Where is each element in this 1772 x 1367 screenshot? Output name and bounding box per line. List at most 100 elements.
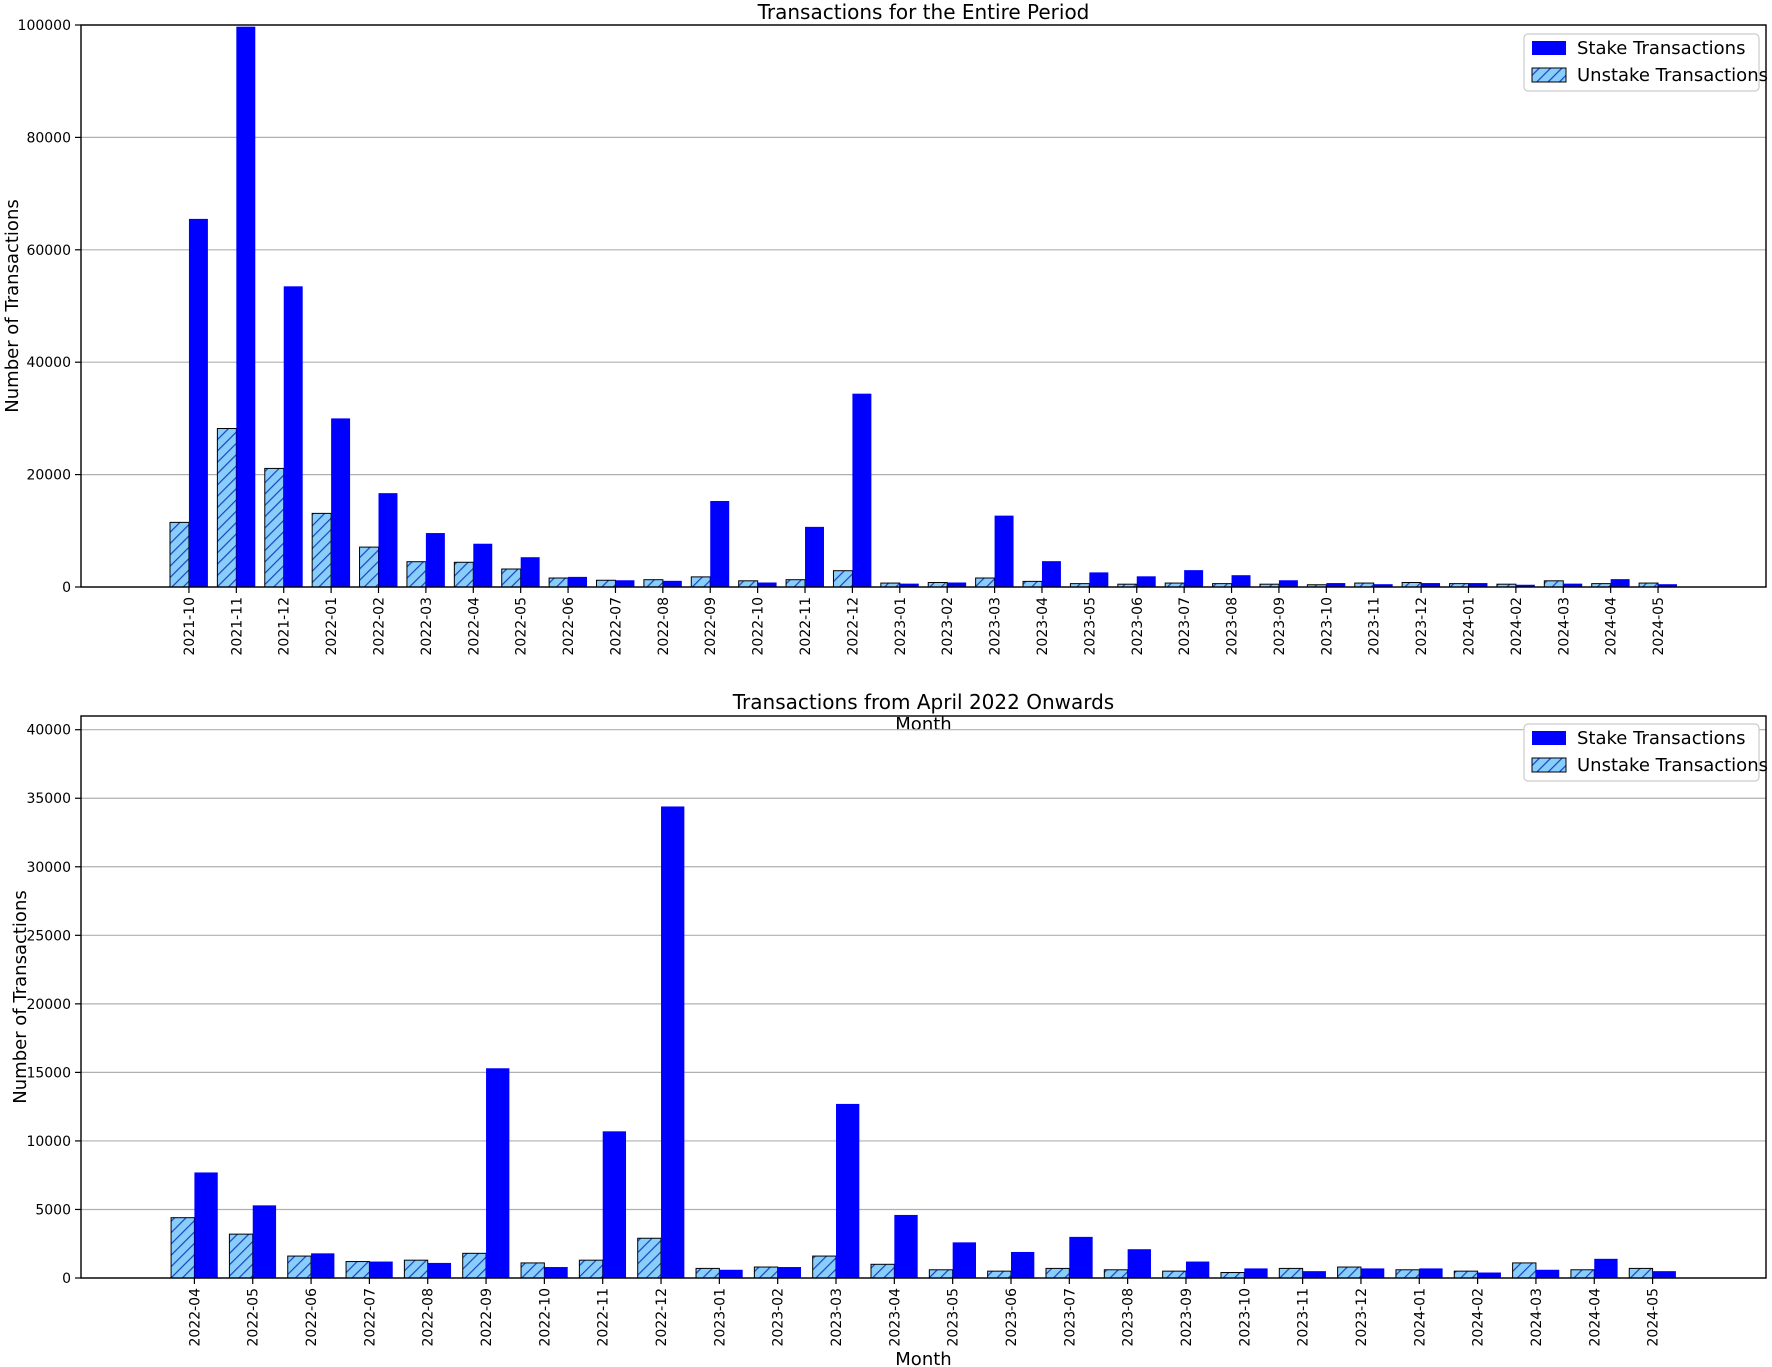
y-tick-label: 20000 — [26, 997, 71, 1013]
unstake-bar — [1162, 1270, 1187, 1279]
x-tick-label: 2022-04 — [466, 597, 482, 656]
plot-frame — [80, 24, 1767, 588]
x-axis-label: Month — [895, 714, 951, 735]
stake-bar — [719, 1269, 743, 1278]
x-tick-label: 2022-11 — [596, 1288, 612, 1347]
unstake-bar — [520, 1262, 545, 1279]
chart-title: Transactions for the Entire Period — [757, 0, 1090, 24]
unstake-bar — [264, 467, 285, 588]
stake-bar — [1184, 570, 1204, 587]
stake-bar — [1127, 1249, 1151, 1278]
y-tick-label: 0 — [62, 1271, 71, 1287]
x-tick-label: 2022-02 — [372, 597, 388, 656]
stake-bar — [486, 1068, 510, 1278]
chart-entire-period: 0 20000 40000 60000 80000 100000 2021-10 2021-1… — [2, 0, 1768, 735]
x-tick-label: 2024-01 — [1461, 597, 1477, 656]
unstake-bar — [453, 561, 474, 588]
x-tick-label: 2023-04 — [887, 1288, 903, 1347]
stake-bar — [1468, 583, 1488, 587]
stake-bar — [378, 493, 398, 587]
x-tick-label: 2023-11 — [1296, 1288, 1312, 1347]
stake-bar — [1610, 579, 1630, 587]
y-tick-label: 60000 — [26, 243, 71, 259]
x-tick-label: 2023-08 — [1121, 1288, 1137, 1347]
unstake-bar — [1103, 1269, 1129, 1279]
x-tick-label: 2023-02 — [940, 597, 956, 656]
unstake-bar — [695, 1267, 720, 1279]
stake-bar — [1373, 584, 1393, 587]
stake-bar — [283, 286, 303, 587]
x-tick-label: 2023-02 — [771, 1288, 787, 1347]
unstake-bar — [975, 577, 996, 588]
unstake-bar — [1543, 580, 1564, 588]
x-tick-label: 2024-04 — [1604, 597, 1620, 656]
stake-bar — [425, 533, 445, 587]
x-tick-label: 2023-01 — [712, 1288, 728, 1347]
unstake-bar — [216, 428, 237, 588]
x-tick-label: 2022-04 — [187, 1288, 203, 1347]
x-tick-label: 2022-08 — [421, 1288, 437, 1347]
stake-bar — [369, 1261, 393, 1278]
unstake-bar — [501, 568, 522, 588]
x-tick-label: 2023-10 — [1237, 1288, 1253, 1347]
unstake-bar — [1022, 580, 1043, 588]
stake-bar — [1658, 584, 1678, 587]
stake-bar — [1594, 1258, 1618, 1278]
stake-bar — [252, 1205, 277, 1278]
unstake-bar — [1628, 1267, 1654, 1279]
stake-bar — [710, 501, 730, 587]
stake-bar — [473, 543, 493, 587]
stake-bar — [1302, 1271, 1326, 1278]
stake-bar — [1041, 561, 1061, 587]
legend-box — [1523, 33, 1760, 92]
stake-bar — [311, 1253, 335, 1278]
legend-label-stake: Stake Transactions — [1577, 728, 1745, 749]
stake-bar — [894, 1214, 918, 1278]
y-tick-label: 0 — [62, 580, 71, 596]
unstake-bar — [462, 1252, 487, 1279]
stake-bar — [1652, 1271, 1676, 1278]
unstake-bar — [1045, 1267, 1070, 1279]
legend-swatch-stake — [1532, 731, 1566, 745]
legend: Stake Transactions Unstake Transactions — [1523, 723, 1768, 782]
x-tick-label: 2023-12 — [1354, 1288, 1370, 1347]
stake-bar — [1326, 583, 1346, 587]
stake-bar — [1563, 583, 1583, 587]
x-tick-label: 2024-05 — [1646, 1288, 1662, 1347]
stake-bar — [1010, 1251, 1035, 1278]
x-tick-label: 2022-06 — [304, 1288, 320, 1347]
stake-bar — [757, 582, 777, 587]
unstake-bar — [832, 570, 853, 588]
y-tick-label: 100000 — [18, 18, 71, 34]
unstake-bar — [403, 1259, 429, 1279]
legend-label-stake: Stake Transactions — [1577, 38, 1745, 59]
x-tick-label: 2024-05 — [1651, 597, 1667, 656]
x-tick-label: 2022-12 — [845, 597, 861, 656]
x-tick-label: 2024-01 — [1412, 1288, 1428, 1347]
legend-box — [1523, 723, 1760, 782]
y-tick-label: 30000 — [26, 860, 71, 876]
stake-bar — [1069, 1236, 1093, 1278]
unstake-bar — [170, 1217, 195, 1279]
stake-bar — [1360, 1268, 1385, 1278]
x-tick-label: 2023-06 — [1130, 597, 1146, 656]
x-tick-label: 2023-10 — [1319, 597, 1335, 656]
x-tick-label: 2023-11 — [1367, 597, 1383, 656]
stake-bar — [1419, 1268, 1443, 1278]
legend-swatch-unstake — [1531, 67, 1567, 83]
x-tick-label: 2022-09 — [479, 1288, 495, 1347]
stake-bar — [1231, 575, 1251, 587]
x-tick-label: 2024-02 — [1471, 1288, 1487, 1347]
x-tick-label: 2021-11 — [229, 597, 245, 656]
legend-swatch-unstake — [1531, 757, 1567, 773]
x-tick-label: 2024-03 — [1556, 597, 1572, 656]
x-tick-label: 2021-10 — [182, 597, 198, 656]
stake-bar — [662, 580, 682, 587]
chart-april-2022-onwards: 0 5000 10000 15000 20000 25000 30000 35000 40000… — [10, 690, 1768, 1367]
x-tick-label: 2023-03 — [988, 597, 1004, 656]
stake-bar — [952, 1242, 976, 1278]
x-tick-label: 2022-12 — [654, 1288, 670, 1347]
stake-bar — [544, 1267, 568, 1278]
y-axis-label: Number of Transactions — [10, 890, 31, 1103]
stake-bar — [947, 582, 967, 587]
